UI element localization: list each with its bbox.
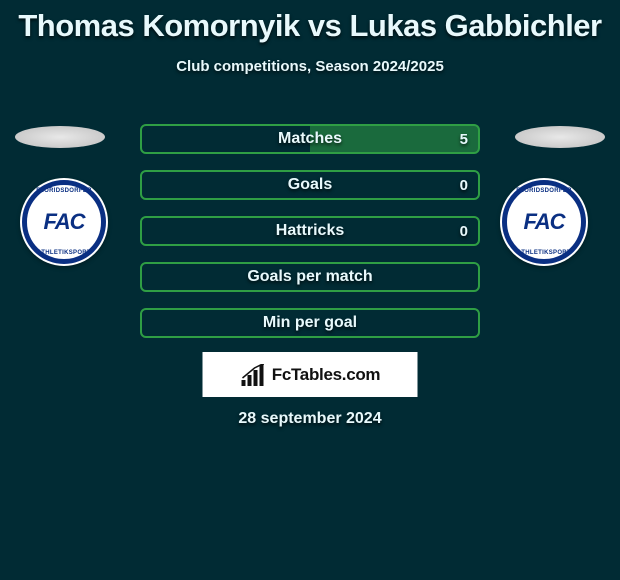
date-label: 28 september 2024 (238, 410, 381, 428)
club-bot-arc: ATHLETIKSPORT (37, 250, 91, 256)
club-abbrev: FAC (44, 209, 85, 235)
watermark-text: FcTables.com (272, 365, 381, 385)
club-bot-arc: ATHLETIKSPORT (517, 250, 571, 256)
stat-row-matches: Matches 5 (140, 124, 480, 154)
player-right-photo (515, 126, 605, 148)
watermark: FcTables.com (203, 352, 418, 397)
fctables-icon (240, 364, 268, 386)
subtitle: Club competitions, Season 2024/2025 (0, 58, 620, 75)
club-top-arc: FLORIDSDORFER (36, 188, 92, 194)
stat-label: Matches (278, 130, 342, 148)
club-left-badge: FLORIDSDORFER FAC ATHLETIKSPORT (20, 178, 120, 266)
stat-row-hattricks: Hattricks 0 (140, 216, 480, 246)
stat-label: Goals (288, 176, 332, 194)
stat-row-goals: Goals 0 (140, 170, 480, 200)
stat-label: Goals per match (247, 268, 372, 286)
stat-row-min-per-goal: Min per goal (140, 308, 480, 338)
stat-row-goals-per-match: Goals per match (140, 262, 480, 292)
stat-label: Hattricks (276, 222, 344, 240)
stat-label: Min per goal (263, 314, 357, 332)
page-title: Thomas Komornyik vs Lukas Gabbichler (0, 0, 620, 44)
stats-container: Matches 5 Goals 0 Hattricks 0 Goals per … (140, 124, 480, 354)
club-abbrev: FAC (524, 209, 565, 235)
stat-right-value: 0 (460, 177, 468, 194)
club-right-badge: FLORIDSDORFER FAC ATHLETIKSPORT (500, 178, 600, 266)
stat-right-value: 5 (460, 131, 468, 148)
club-top-arc: FLORIDSDORFER (516, 188, 572, 194)
stat-right-value: 0 (460, 223, 468, 240)
player-left-photo (15, 126, 105, 148)
